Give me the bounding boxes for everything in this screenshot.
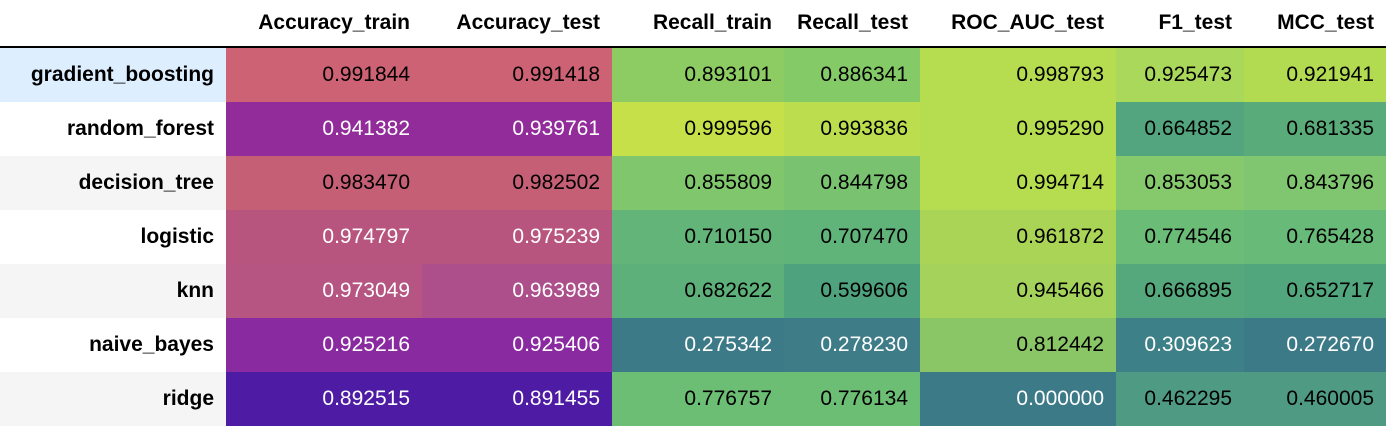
- row-label: decision_tree: [0, 156, 226, 210]
- metric-cell: 0.776757: [612, 372, 784, 426]
- metric-cell: 0.921941: [1244, 47, 1386, 102]
- table-row: logistic 0.974797 0.975239 0.710150 0.707470…: [0, 210, 1386, 264]
- metric-cell: 0.278230: [784, 318, 920, 372]
- metric-cell: 0.892515: [226, 372, 422, 426]
- metric-cell: 0.999596: [612, 102, 784, 156]
- metric-cell: 0.961872: [920, 210, 1116, 264]
- metric-cell: 0.973049: [226, 264, 422, 318]
- metric-cell: 0.844798: [784, 156, 920, 210]
- metric-cell: 0.275342: [612, 318, 784, 372]
- metric-cell: 0.776134: [784, 372, 920, 426]
- metric-cell: 0.941382: [226, 102, 422, 156]
- metric-cell: 0.462295: [1116, 372, 1244, 426]
- metric-cell: 0.886341: [784, 47, 920, 102]
- column-header: F1_test: [1116, 0, 1244, 48]
- metric-cell: 0.925406: [422, 318, 612, 372]
- metric-cell: 0.664852: [1116, 102, 1244, 156]
- metric-cell: 0.710150: [612, 210, 784, 264]
- row-label: logistic: [0, 210, 226, 264]
- metric-cell: 0.599606: [784, 264, 920, 318]
- column-header: Recall_train: [612, 0, 784, 48]
- metric-cell: 0.963989: [422, 264, 612, 318]
- metric-cell: 0.891455: [422, 372, 612, 426]
- metric-cell: 0.939761: [422, 102, 612, 156]
- row-label: gradient_boosting: [0, 47, 226, 102]
- table-row: random_forest 0.941382 0.939761 0.999596 0.9…: [0, 102, 1386, 156]
- metric-cell: 0.707470: [784, 210, 920, 264]
- metric-cell: 0.991844: [226, 47, 422, 102]
- metric-cell: 0.995290: [920, 102, 1116, 156]
- table-row: gradient_boosting 0.991844 0.991418 0.89310…: [0, 47, 1386, 102]
- table-row: decision_tree 0.983470 0.982502 0.855809 0.8…: [0, 156, 1386, 210]
- metric-cell: 0.994714: [920, 156, 1116, 210]
- metric-cell: 0.774546: [1116, 210, 1244, 264]
- table-row: knn 0.973049 0.963989 0.682622 0.599606 0.945…: [0, 264, 1386, 318]
- column-header: ROC_AUC_test: [920, 0, 1116, 48]
- header-row: Accuracy_train Accuracy_test Recall_trai…: [0, 0, 1386, 48]
- row-label: naive_bayes: [0, 318, 226, 372]
- metric-cell: 0.666895: [1116, 264, 1244, 318]
- metric-cell: 0.843796: [1244, 156, 1386, 210]
- metric-cell: 0.853053: [1116, 156, 1244, 210]
- metric-cell: 0.925473: [1116, 47, 1244, 102]
- metric-cell: 0.309623: [1116, 318, 1244, 372]
- metric-cell: 0.000000: [920, 372, 1116, 426]
- index-header: [0, 0, 226, 48]
- metric-cell: 0.682622: [612, 264, 784, 318]
- metric-cell: 0.652717: [1244, 264, 1386, 318]
- metric-cell: 0.272670: [1244, 318, 1386, 372]
- metric-cell: 0.681335: [1244, 102, 1386, 156]
- metric-cell: 0.998793: [920, 47, 1116, 102]
- metric-cell: 0.893101: [612, 47, 784, 102]
- metric-cell: 0.982502: [422, 156, 612, 210]
- column-header: Accuracy_train: [226, 0, 422, 48]
- metric-cell: 0.765428: [1244, 210, 1386, 264]
- metric-cell: 0.460005: [1244, 372, 1386, 426]
- metric-cell: 0.855809: [612, 156, 784, 210]
- metric-cell: 0.991418: [422, 47, 612, 102]
- row-label: ridge: [0, 372, 226, 426]
- metric-cell: 0.975239: [422, 210, 612, 264]
- column-header: Accuracy_test: [422, 0, 612, 48]
- metric-cell: 0.945466: [920, 264, 1116, 318]
- metric-cell: 0.993836: [784, 102, 920, 156]
- metric-cell: 0.925216: [226, 318, 422, 372]
- column-header: Recall_test: [784, 0, 920, 48]
- metric-cell: 0.812442: [920, 318, 1116, 372]
- table-body: gradient_boosting 0.991844 0.991418 0.89310…: [0, 47, 1386, 426]
- metric-cell: 0.983470: [226, 156, 422, 210]
- row-label: random_forest: [0, 102, 226, 156]
- table-row: ridge 0.892515 0.891455 0.776757 0.776134 0.0…: [0, 372, 1386, 426]
- row-label: knn: [0, 264, 226, 318]
- column-header: MCC_test: [1244, 0, 1386, 48]
- table-row: naive_bayes 0.925216 0.925406 0.275342 0.278…: [0, 318, 1386, 372]
- metric-cell: 0.974797: [226, 210, 422, 264]
